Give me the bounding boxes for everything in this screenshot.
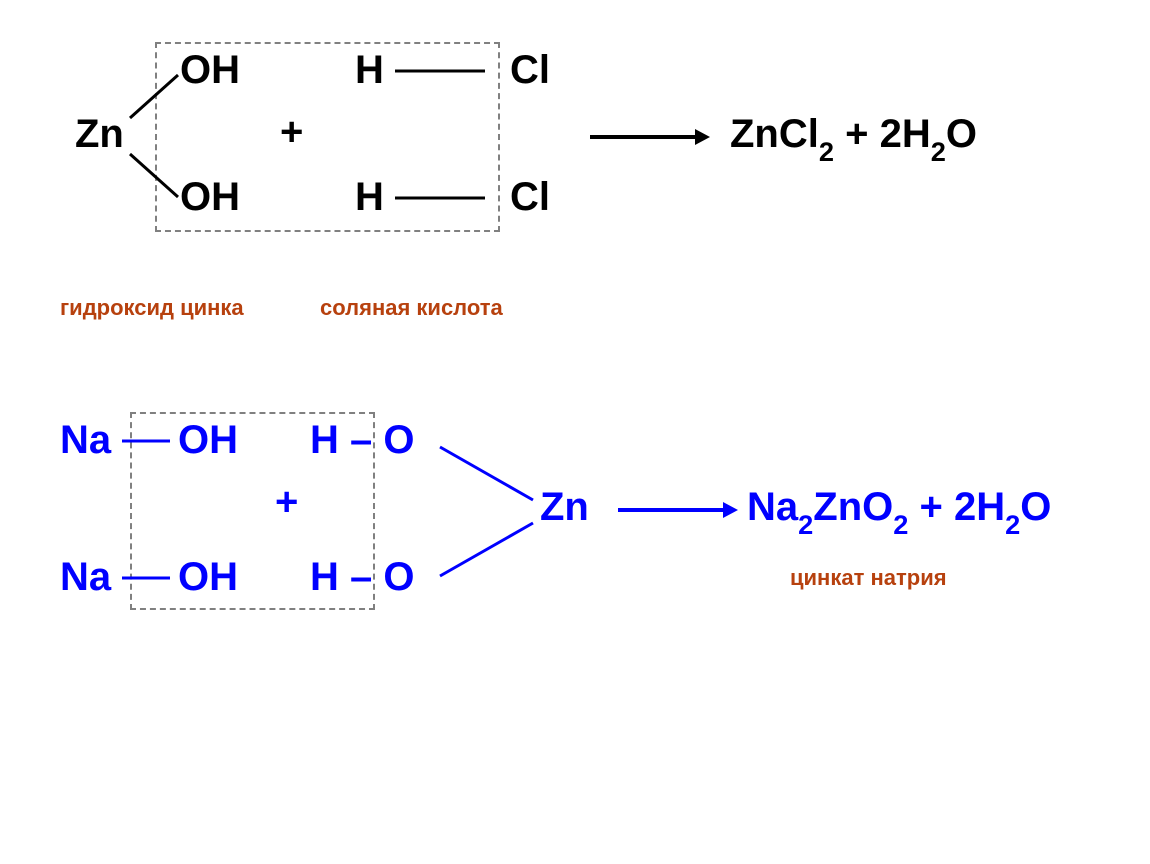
r2-plus: + — [275, 480, 298, 525]
r1-prod-mid: + 2H — [834, 112, 931, 156]
r2-na-bot: Na — [60, 555, 111, 600]
r2-bond-naoh-bot — [122, 575, 170, 581]
r1-h-bot: H — [355, 175, 384, 220]
r2-zn: Zn — [540, 485, 589, 530]
r1-h-top: H — [355, 48, 384, 93]
r2-oh-top: OH — [178, 418, 238, 463]
r2-prod-mid2: + 2H — [908, 485, 1005, 529]
r1-bond-zn-oh-top — [128, 70, 188, 120]
r2-bond-naoh-top — [122, 438, 170, 444]
r2-ho-bot: H – O — [310, 555, 414, 600]
r2-products: Na2ZnO2 + 2H2O — [747, 485, 1051, 536]
r1-prod-post: O — [946, 112, 977, 156]
r2-oh-bot: OH — [178, 555, 238, 600]
r1-bond-zn-oh-bot — [128, 152, 188, 202]
r2-bond-ozn-top — [438, 445, 538, 505]
r2-prod-sub3: 2 — [1005, 509, 1020, 540]
r1-products: ZnCl2 + 2H2O — [730, 112, 977, 163]
r2-label-zincate: цинкат натрия — [790, 565, 947, 591]
r1-prod-sub1: 2 — [819, 136, 834, 167]
r1-label-znoh2: гидроксид цинка — [60, 295, 244, 321]
r1-cl-bot: Cl — [510, 175, 550, 220]
r1-prod-pre: ZnCl — [730, 112, 819, 156]
r2-prod-sub2: 2 — [893, 509, 908, 540]
r1-bond-hcl-top — [395, 68, 485, 74]
r2-prod-post: O — [1020, 485, 1051, 529]
r1-plus: + — [280, 110, 303, 155]
r2-prod-pre: Na — [747, 485, 798, 529]
r1-oh-top: OH — [180, 48, 240, 93]
r2-bond-ozn-bot — [438, 518, 538, 578]
r1-zn: Zn — [75, 112, 124, 157]
diagram-stage: Zn OH OH + H H Cl Cl ZnCl2 + 2H2O гидрок… — [0, 0, 1150, 864]
r1-oh-bot: OH — [180, 175, 240, 220]
r2-ho-top: H – O — [310, 418, 414, 463]
r2-reaction-arrow — [618, 498, 738, 522]
r1-reaction-arrow — [590, 125, 710, 149]
r1-bond-hcl-bot — [395, 195, 485, 201]
r2-na-top: Na — [60, 418, 111, 463]
r1-label-hcl: соляная кислота — [320, 295, 503, 321]
r1-cl-top: Cl — [510, 48, 550, 93]
r2-prod-sub1: 2 — [798, 509, 813, 540]
r2-prod-mid1: ZnO — [813, 485, 893, 529]
r1-prod-sub2: 2 — [931, 136, 946, 167]
